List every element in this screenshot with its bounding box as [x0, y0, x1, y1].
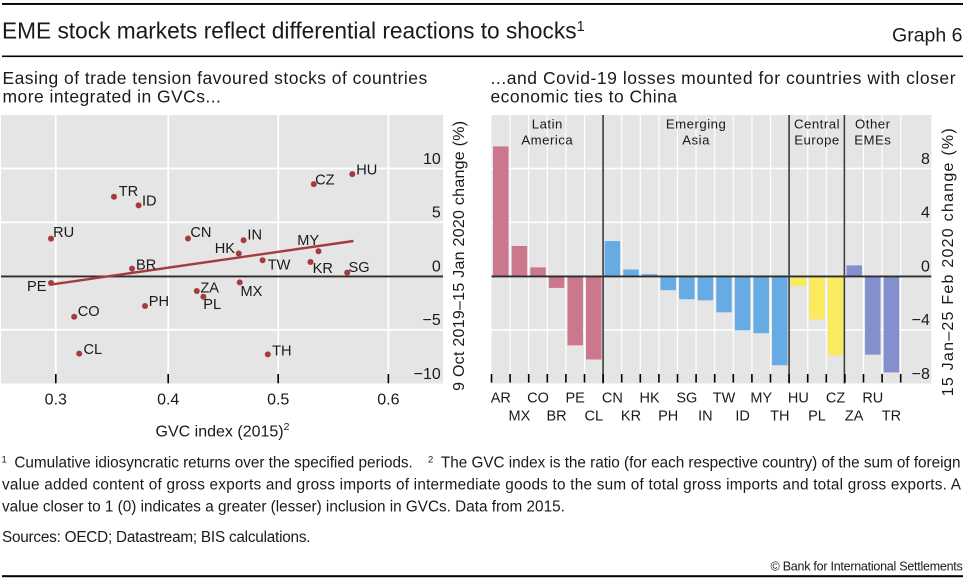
svg-text:HK: HK — [640, 391, 660, 407]
svg-text:Emerging: Emerging — [666, 116, 726, 131]
svg-text:KR: KR — [313, 261, 333, 277]
svg-text:5: 5 — [432, 205, 441, 222]
svg-text:CO: CO — [78, 304, 100, 320]
svg-text:RU: RU — [862, 391, 883, 407]
svg-text:MX: MX — [241, 284, 263, 300]
svg-text:more integrated in GVCs...: more integrated in GVCs... — [3, 86, 222, 106]
svg-text:HK: HK — [215, 241, 236, 257]
svg-text:ID: ID — [735, 408, 750, 424]
svg-text:Central: Central — [794, 116, 840, 131]
svg-text:Other: Other — [855, 116, 891, 131]
svg-text:IN: IN — [247, 228, 262, 244]
svg-text:−5: −5 — [423, 312, 441, 329]
svg-text:CL: CL — [585, 408, 604, 424]
svg-text:Graph 6: Graph 6 — [892, 24, 962, 46]
svg-text:10: 10 — [423, 151, 441, 168]
svg-text:−8: −8 — [912, 366, 930, 383]
svg-text:Europe: Europe — [794, 132, 840, 147]
svg-text:CZ: CZ — [826, 391, 845, 407]
svg-text:0: 0 — [432, 259, 441, 276]
svg-text:−10: −10 — [414, 366, 441, 383]
svg-text:TR: TR — [882, 408, 901, 424]
svg-text:TW: TW — [713, 391, 736, 407]
svg-text:ID: ID — [142, 193, 157, 209]
svg-text:value added content of gross e: value added content of gross exports and… — [2, 476, 962, 493]
svg-text:0.5: 0.5 — [267, 392, 289, 409]
svg-text:0.3: 0.3 — [45, 392, 67, 409]
svg-text:PL: PL — [203, 297, 221, 313]
svg-text:PL: PL — [808, 408, 826, 424]
svg-text:America: America — [521, 132, 573, 147]
svg-text:Latin: Latin — [532, 116, 563, 131]
svg-text:ZA: ZA — [200, 281, 219, 297]
svg-text:1 Cumulative idiosyncratic ret: 1 Cumulative idiosyncratic returns over … — [2, 454, 961, 471]
svg-text:TH: TH — [770, 408, 789, 424]
svg-text:9 Oct 2019–15 Jan 2020 change: 9 Oct 2019–15 Jan 2020 change (%) — [451, 121, 468, 391]
svg-text:SG: SG — [676, 391, 697, 407]
svg-text:Sources: OECD; Datastream; BIS: Sources: OECD; Datastream; BIS calculati… — [2, 529, 310, 546]
svg-text:BR: BR — [136, 258, 156, 274]
svg-text:value closer to 1 (0) indicate: value closer to 1 (0) indicates a greate… — [2, 498, 565, 515]
svg-text:EMEs: EMEs — [854, 132, 891, 147]
svg-text:economic ties to China: economic ties to China — [491, 86, 678, 106]
svg-text:AR: AR — [491, 391, 511, 407]
svg-text:...and Covid-19 losses mounted: ...and Covid-19 losses mounted for count… — [491, 68, 957, 88]
svg-text:8: 8 — [921, 151, 930, 168]
svg-text:PH: PH — [658, 408, 678, 424]
svg-text:CO: CO — [527, 391, 549, 407]
svg-text:Asia: Asia — [682, 132, 710, 147]
svg-text:0: 0 — [921, 259, 930, 276]
svg-text:TH: TH — [272, 343, 291, 359]
svg-text:PH: PH — [149, 294, 169, 310]
svg-text:TR: TR — [119, 184, 138, 200]
svg-text:HU: HU — [788, 391, 809, 407]
svg-text:CL: CL — [84, 342, 103, 358]
svg-text:0.4: 0.4 — [157, 392, 179, 409]
svg-text:RU: RU — [53, 225, 74, 241]
svg-text:KR: KR — [621, 408, 641, 424]
svg-text:TW: TW — [268, 257, 291, 273]
svg-text:PE: PE — [27, 279, 47, 295]
svg-text:EME stock markets reflect diff: EME stock markets reflect differential r… — [2, 18, 585, 44]
svg-text:0.6: 0.6 — [377, 392, 399, 409]
svg-text:SG: SG — [349, 260, 370, 276]
svg-text:CN: CN — [190, 225, 211, 241]
svg-text:MX: MX — [509, 408, 531, 424]
svg-text:HU: HU — [356, 162, 377, 178]
svg-text:PE: PE — [566, 391, 586, 407]
svg-text:15 Jan–25 Feb 2020 change (%): 15 Jan–25 Feb 2020 change (%) — [940, 128, 957, 396]
svg-text:© Bank for International Settl: © Bank for International Settlements — [771, 560, 963, 574]
svg-text:BR: BR — [547, 408, 567, 424]
svg-text:GVC index (2015)2: GVC index (2015)2 — [156, 421, 290, 441]
svg-text:MY: MY — [750, 391, 772, 407]
svg-text:4: 4 — [921, 205, 930, 222]
svg-text:Easing of trade tension favour: Easing of trade tension favoured stocks … — [3, 68, 428, 88]
svg-text:−4: −4 — [912, 312, 930, 329]
svg-text:CZ: CZ — [315, 173, 335, 189]
svg-text:IN: IN — [698, 408, 713, 424]
svg-text:CN: CN — [602, 391, 623, 407]
svg-text:MY: MY — [297, 233, 319, 249]
svg-text:ZA: ZA — [845, 408, 864, 424]
